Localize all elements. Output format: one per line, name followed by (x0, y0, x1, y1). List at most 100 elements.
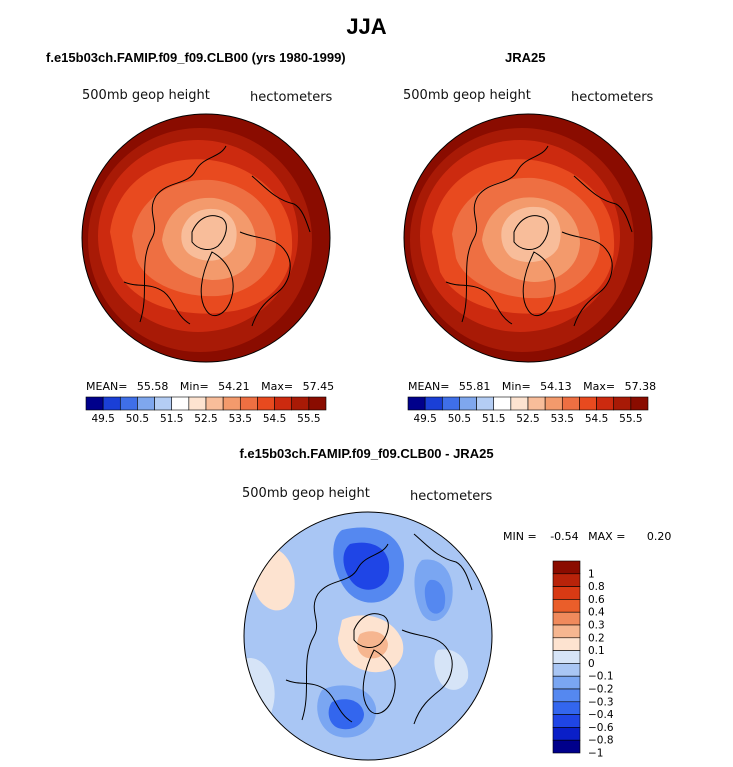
panel1-colorbar-box (291, 396, 310, 411)
panel1-units: hectometers (250, 90, 333, 105)
diff-colorbar-box (552, 675, 581, 690)
panel1-colorbar-tick: 55.5 (297, 413, 320, 425)
panel2-band-7 (501, 206, 561, 263)
panel2-colorbar-box (630, 396, 649, 411)
diff-colorbar-box (552, 663, 581, 677)
panel1-colorbar-box (188, 396, 207, 411)
diff-coastlines (285, 533, 473, 725)
panel1-colorbar-tick: 53.5 (229, 413, 252, 425)
panel1-colorbar-box (85, 396, 104, 411)
panel1-max-value: 57.45 (302, 380, 335, 393)
panel2-min-value: 54.13 (540, 380, 572, 393)
diff-colorbar-box (552, 727, 581, 741)
diff-band-deep-n (343, 542, 390, 590)
panel1-colorbar-box (308, 396, 327, 411)
diff-colorbar-box (552, 611, 581, 626)
diff-colorbar-tick: −1 (588, 748, 603, 760)
panel2-colorbar-box (493, 396, 512, 411)
panel1-max-label: Max= (261, 380, 294, 393)
panel2-colorbar-tick: 52.5 (516, 413, 539, 425)
panel1-title: f.e15b03ch.FAMIP.f09_f09.CLB00 (yrs 1980… (46, 50, 346, 65)
panel2-colorbar-box (441, 396, 460, 411)
diff-colorbar-box (552, 599, 581, 613)
panel1-coastlines (123, 145, 311, 327)
diff-variable: 500mb geop height (242, 486, 370, 501)
panel2-colorbar: 49.550.551.552.553.554.555.556.5 (407, 396, 649, 425)
panel1-colorbar-tick: 51.5 (160, 413, 183, 425)
diff-colorbar-box (552, 573, 581, 587)
diff-colorbar-tick: 0.1 (588, 645, 605, 657)
diff-colorbar: 10.80.60.40.30.20.10−0.1−0.2−0.3−0.4−0.6… (552, 560, 614, 760)
panel2-colorbar-box (459, 396, 477, 411)
panel1-stats: MEAN= 55.58 Min= 54.21 Max= 57.45 (86, 380, 334, 393)
diff-map (243, 511, 493, 761)
panel1-mean-label: MEAN= (86, 380, 128, 393)
panel2-map (403, 113, 653, 363)
diff-colorbar-tick: 0.8 (588, 581, 605, 593)
panel1-colorbar-box (239, 396, 258, 411)
panel2-title: JRA25 (505, 50, 546, 65)
main-title: JJA (346, 14, 387, 39)
panel2-colorbar-box (510, 396, 529, 411)
panel2-colorbar-box (596, 396, 615, 411)
panel1-colorbar-box (137, 396, 155, 411)
panel2-map-border (403, 113, 653, 363)
panel2-max-label: Max= (583, 380, 616, 393)
diff-colorbar-tick: −0.3 (588, 696, 614, 708)
panel1-colorbar-box (257, 396, 275, 411)
diff-title: f.e15b03ch.FAMIP.f09_f09.CLB00 - JRA25 (239, 446, 494, 461)
panel1-colorbar: 49.550.551.552.553.554.555.556.5 (85, 396, 327, 425)
panel1-colorbar-box (274, 396, 293, 411)
diff-colorbar-box (552, 560, 581, 575)
panel1-colorbar-box (205, 396, 224, 411)
panel2-stats: MEAN= 55.81 Min= 54.13 Max= 57.38 (408, 380, 656, 393)
diff-colorbar-tick: 0.6 (588, 594, 605, 606)
panel1-colorbar-tick: 50.5 (126, 413, 149, 425)
diff-colorbar-box (552, 650, 581, 664)
panel2-colorbar-tick: 55.5 (619, 413, 642, 425)
panel2-colorbar-tick: 53.5 (551, 413, 574, 425)
panel2-colorbar-box (424, 396, 443, 411)
panel2-colorbar-box (527, 396, 546, 411)
diff-colorbar-tick: −0.8 (588, 735, 614, 747)
diff-colorbar-tick: −0.4 (588, 709, 614, 721)
diff-colorbar-tick: 0.3 (588, 620, 605, 632)
panel2-mean-value: 55.81 (458, 380, 491, 393)
panel1-min-value: 54.21 (218, 380, 250, 393)
panel2-colorbar-tick: 50.5 (448, 413, 471, 425)
panel2-colorbar-box (407, 396, 426, 411)
panel2-colorbar-box (544, 396, 563, 411)
panel1-colorbar-tick: 52.5 (194, 413, 217, 425)
diff-colorbar-tick: −0.1 (588, 671, 614, 683)
diff-colorbar-tick: 0.2 (588, 632, 605, 644)
diff-colorbar-tick: 0 (588, 658, 595, 670)
panel1-map-border (81, 113, 331, 363)
diff-colorbar-box (552, 688, 581, 703)
panel1-colorbar-box (102, 396, 121, 411)
diff-colorbar-box (552, 701, 581, 715)
diff-map-border (243, 511, 493, 761)
panel1-colorbar-tick: 49.5 (91, 413, 114, 425)
panel1-colorbar-tick: 54.5 (263, 413, 286, 425)
panel1-colorbar-box (154, 396, 173, 411)
diff-units: hectometers (410, 489, 493, 504)
diff-stats: MIN = -0.54 MAX = 0.20 (503, 530, 671, 543)
diff-colorbar-box (552, 586, 581, 600)
panel2-colorbar-box (561, 396, 580, 411)
panel1-min-label: Min= (179, 380, 209, 393)
panel2-mean-label: MEAN= (408, 380, 450, 393)
diff-colorbar-box (552, 714, 581, 728)
diff-max-value: 0.20 (646, 530, 672, 543)
panel1-band-7 (181, 208, 237, 261)
panel2-colorbar-box (613, 396, 632, 411)
diff-colorbar-box (552, 624, 581, 639)
panel1-map (81, 113, 331, 363)
panel2-max-value: 57.38 (624, 380, 657, 393)
panel1-mean-value: 55.58 (136, 380, 169, 393)
panel2-min-label: Min= (501, 380, 531, 393)
diff-colorbar-tick: −0.2 (588, 684, 614, 696)
panel2-colorbar-box (579, 396, 597, 411)
panel2-colorbar-box (476, 396, 495, 411)
diff-colorbar-box (552, 637, 581, 651)
panel2-coastlines (445, 145, 633, 327)
